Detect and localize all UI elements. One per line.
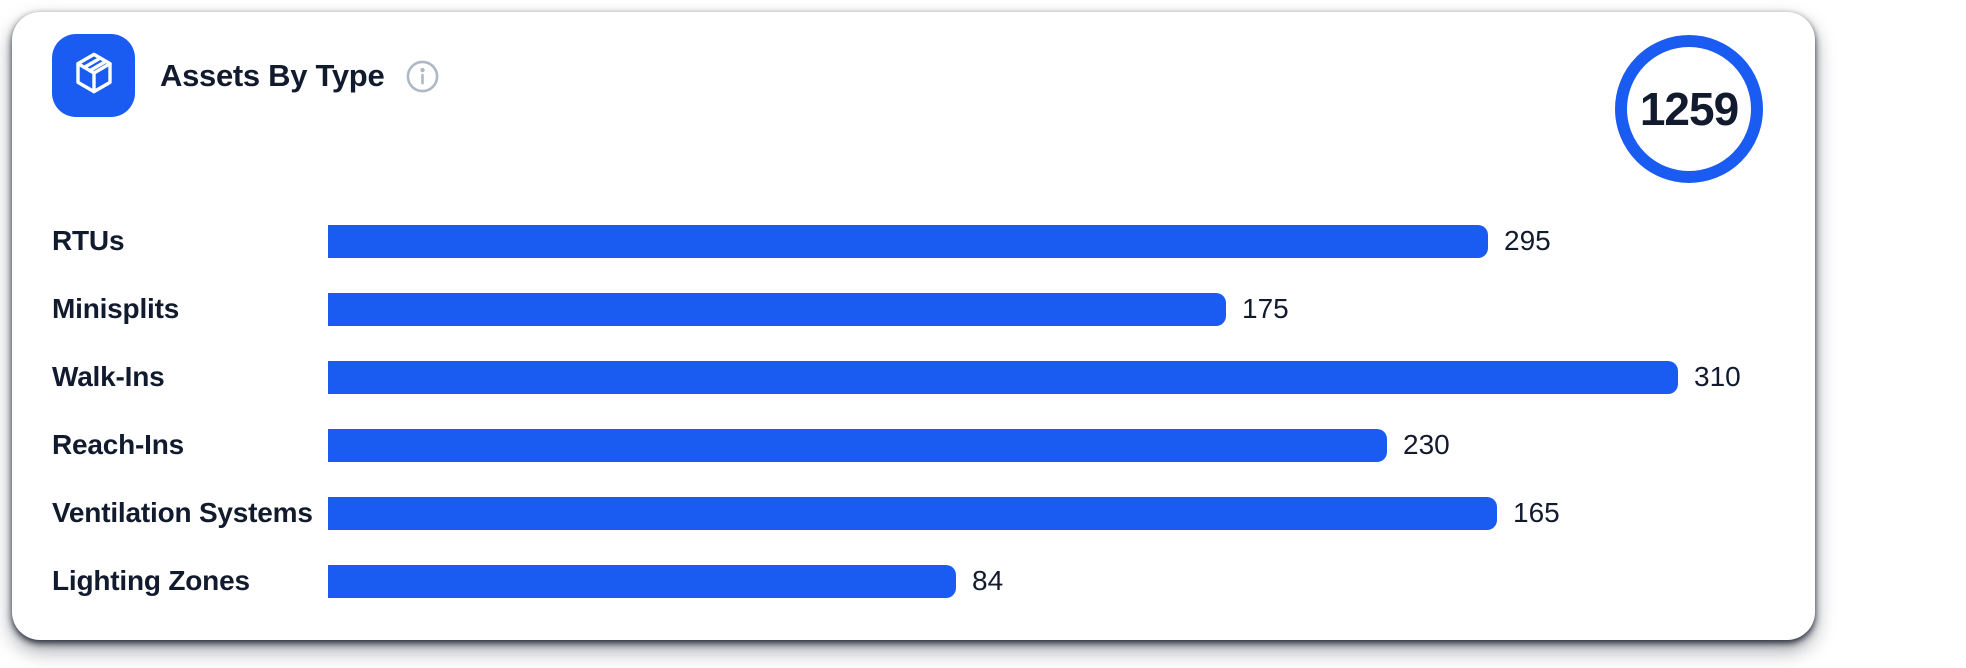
chart-row: Minisplits 175 [52,292,1775,326]
bar[interactable] [328,224,1488,258]
value-label: 175 [1242,293,1289,324]
category-label: Minisplits [52,293,180,324]
value-label: 295 [1504,225,1551,256]
value-label: 165 [1513,497,1560,528]
card-icon-tile [52,34,135,117]
bar[interactable] [328,496,1497,530]
value-label: 310 [1694,361,1741,392]
category-label: Walk-Ins [52,361,165,392]
chart-row: Ventilation Systems 165 [52,496,1775,530]
package-icon [70,49,118,102]
category-label: Ventilation Systems [52,497,313,528]
page-title: Assets By Type [160,57,385,93]
bar-chart: RTUs 295 Minisplits 175 Walk-Ins 310 Rea… [52,12,1775,640]
chart-row: Walk-Ins 310 [52,360,1775,394]
category-label: Reach-Ins [52,429,185,460]
category-label: RTUs [52,225,125,256]
value-label: 84 [972,565,1004,596]
chart-row: Reach-Ins 230 [52,428,1775,462]
chart-row: Lighting Zones 84 [52,564,1775,598]
bar[interactable] [328,292,1226,326]
bar[interactable] [328,564,956,598]
info-icon[interactable] [405,59,440,94]
value-label: 230 [1403,429,1450,460]
bar[interactable] [328,428,1387,462]
bar[interactable] [328,360,1678,394]
total-assets-value: 1259 [1639,83,1739,135]
category-label: Lighting Zones [52,565,250,596]
chart-row: RTUs 295 [52,224,1775,258]
assets-by-type-card: Assets By Type 1259 RTUs 295 Minisplits … [12,12,1815,640]
